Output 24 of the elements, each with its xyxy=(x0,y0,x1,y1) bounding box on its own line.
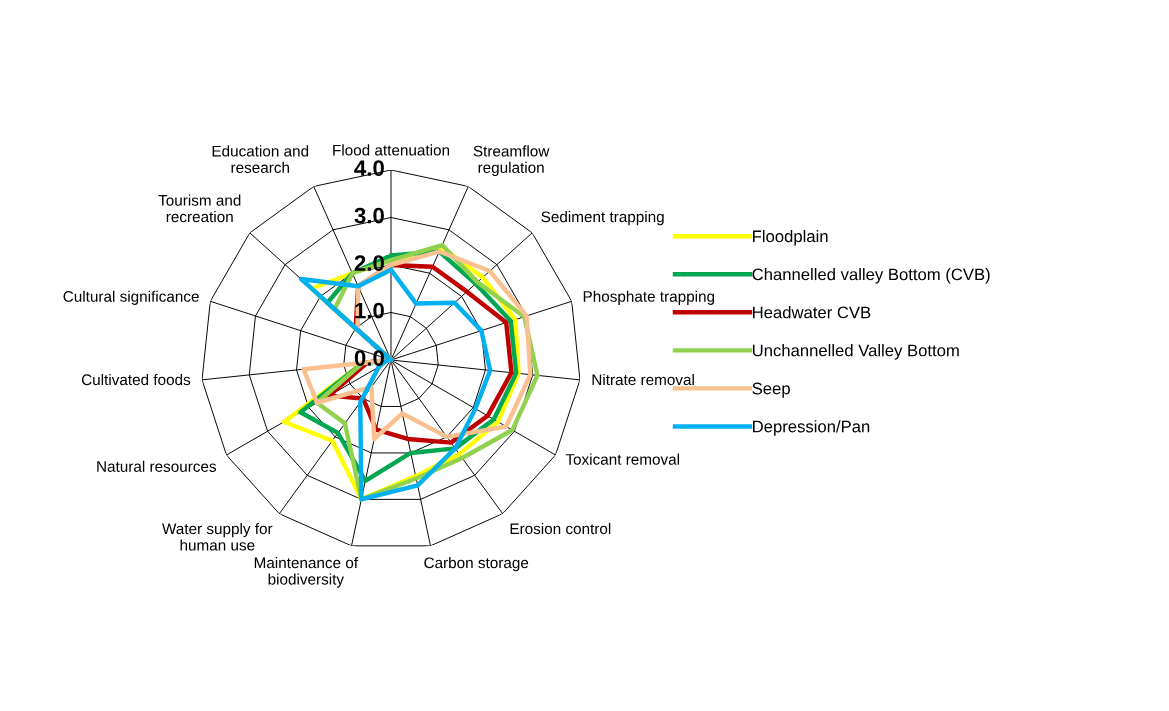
spoke-label: Cultural significance xyxy=(63,290,199,305)
spoke-label: Tourism and recreation xyxy=(158,194,241,223)
legend-label: Depression/Pan xyxy=(753,420,870,436)
spoke-label: Carbon storage xyxy=(424,557,529,572)
legend-label: Seep xyxy=(752,382,790,398)
legend-label: Unchannelled Valley Bottom xyxy=(752,344,959,360)
spoke-label: Erosion control xyxy=(510,522,611,535)
spoke-label: Streamflow regulation xyxy=(473,145,550,177)
spoke-label: Maintenance of biodiversity xyxy=(254,557,359,588)
legend-label: Channelled valley Bottom (CVB) xyxy=(752,268,990,284)
spoke-label: Phosphate trapping xyxy=(583,290,715,305)
spoke-label: Water supply for human use xyxy=(162,522,273,551)
y-tick-label: 2.0 xyxy=(354,255,384,271)
spoke-label: Natural resources xyxy=(97,460,217,472)
y-tick-label: 3.0 xyxy=(354,207,384,224)
spoke-label: Sediment trapping xyxy=(541,211,664,226)
legend-label: Headwater CVB xyxy=(753,306,871,319)
spoke-label: Toxicant removal xyxy=(565,453,680,465)
spoke-label: Education and research xyxy=(212,145,309,173)
spoke-label: Flood attenuation xyxy=(333,144,450,156)
y-tick-label: 4.0 xyxy=(354,160,384,176)
spoke-label: Nitrate removal xyxy=(592,373,694,386)
spoke-label: Cultivated foods xyxy=(81,373,191,386)
legend-label: Floodplain xyxy=(753,230,828,246)
